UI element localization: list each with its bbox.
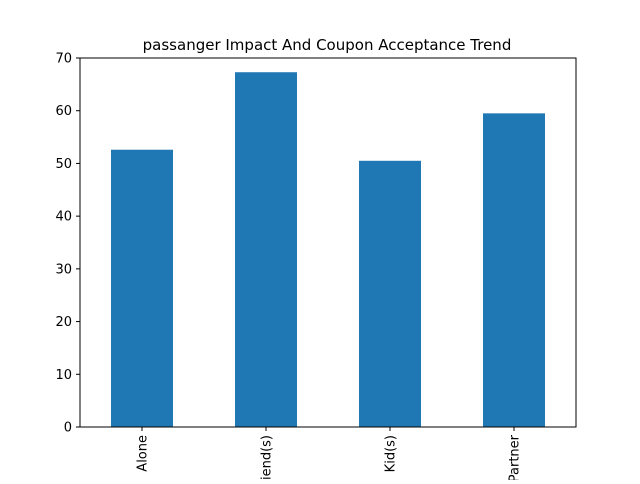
x-tick-label: Alone [136, 435, 151, 472]
bar-kid-s [359, 160, 421, 428]
x-tick-label: Kid(s) [384, 435, 399, 472]
plot-frame [79, 57, 577, 428]
y-axis: 0 10 20 30 40 50 60 70 [55, 52, 80, 436]
x-axis: Alone Friend(s) Kid(s) Partner [136, 427, 523, 484]
bar-alone [111, 149, 173, 428]
bar-partner [483, 113, 545, 427]
y-tick-label: 50 [55, 157, 72, 172]
y-tick-label: 10 [55, 368, 72, 383]
bars-group [111, 72, 545, 428]
y-tick-label: 40 [55, 210, 72, 225]
y-tick-label: 30 [55, 262, 72, 277]
x-tick-label: Partner [508, 434, 523, 480]
y-tick-label: 20 [55, 315, 72, 330]
x-tick-label: Friend(s) [260, 435, 275, 480]
y-tick-label: 0 [64, 421, 72, 436]
bar-friend-s [235, 72, 297, 428]
y-tick-label: 60 [55, 104, 72, 119]
chart-title: passanger Impact And Coupon Acceptance T… [143, 36, 512, 54]
y-tick-label: 70 [55, 52, 72, 67]
